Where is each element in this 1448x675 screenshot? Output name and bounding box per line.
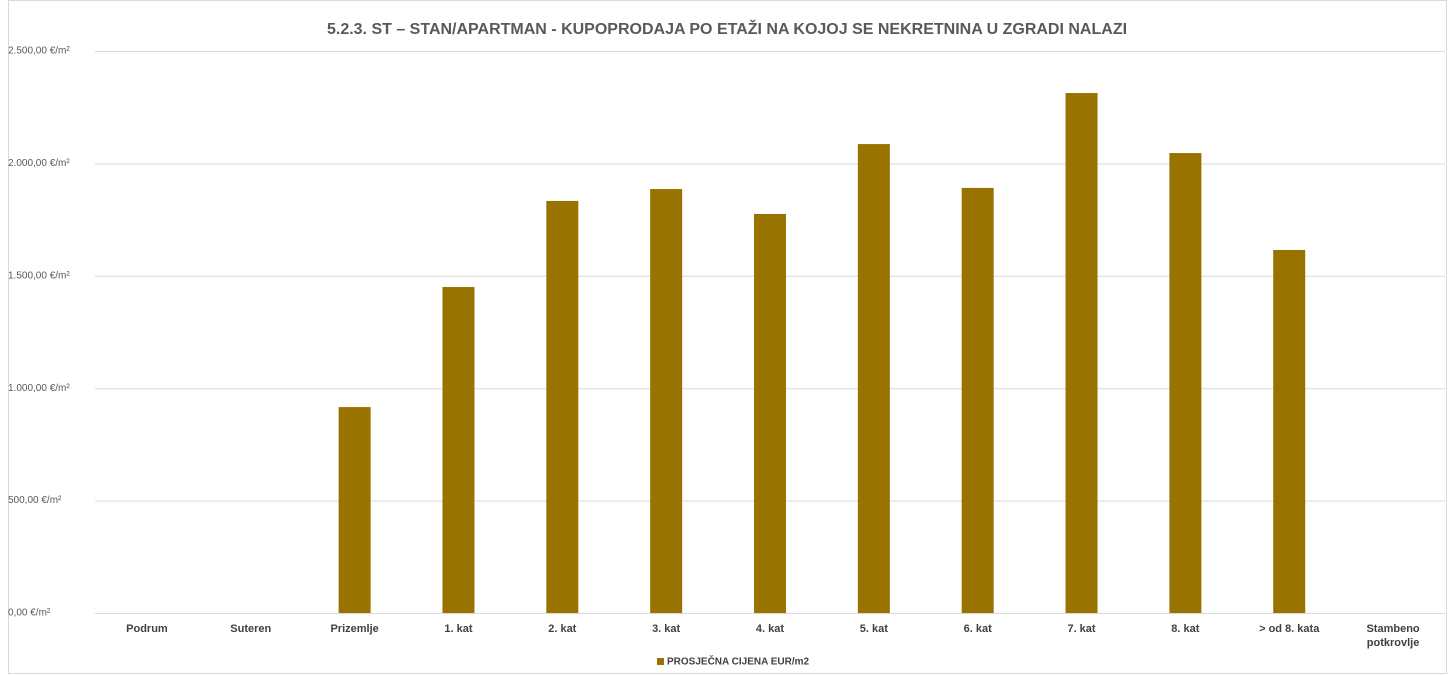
chart-title: 5.2.3. ST – STAN/APARTMAN - KUPOPRODAJA … xyxy=(327,19,1127,38)
x-tick-label: Suteren xyxy=(230,623,272,635)
x-tick-label: Stambeno potkrovlje xyxy=(1366,623,1420,649)
x-tick-label: 7. kat xyxy=(1067,623,1096,635)
bar xyxy=(1273,249,1306,613)
bar xyxy=(1065,93,1098,613)
x-tick-label: 6. kat xyxy=(963,623,992,635)
chart-frame xyxy=(8,0,1447,674)
legend-label: PROSJEČNA CIJENA EUR/m2 xyxy=(667,655,810,668)
legend-swatch xyxy=(657,658,664,665)
x-tick-label: 3. kat xyxy=(652,623,681,635)
bar xyxy=(546,200,579,614)
y-tick-label: 1.500,00 €/m² xyxy=(8,270,70,281)
y-tick-label: 500,00 €/m² xyxy=(8,495,62,506)
bar xyxy=(442,287,475,613)
y-tick-label: 0,00 €/m² xyxy=(8,608,51,619)
x-tick-label: 8. kat xyxy=(1171,623,1200,635)
bar xyxy=(754,213,786,614)
bar xyxy=(961,187,994,613)
x-tick-label: 5. kat xyxy=(859,623,888,635)
y-tick-label: 2.000,00 €/m² xyxy=(8,158,70,169)
y-tick-label: 2.500,00 €/m² xyxy=(8,46,70,57)
bar xyxy=(1169,153,1202,613)
x-tick-label: > od 8. kata xyxy=(1259,623,1320,635)
x-tick-label: 4. kat xyxy=(755,623,785,635)
bar xyxy=(338,407,371,613)
bar xyxy=(650,189,683,613)
x-tick-label: 2. kat xyxy=(548,623,577,635)
x-tick-label: 1. kat xyxy=(444,623,473,635)
x-tick-label: Prizemlje xyxy=(330,623,379,635)
bar xyxy=(857,144,890,613)
y-tick-label: 1.000,00 €/m² xyxy=(8,383,70,394)
x-tick-label: Podrum xyxy=(126,623,168,635)
